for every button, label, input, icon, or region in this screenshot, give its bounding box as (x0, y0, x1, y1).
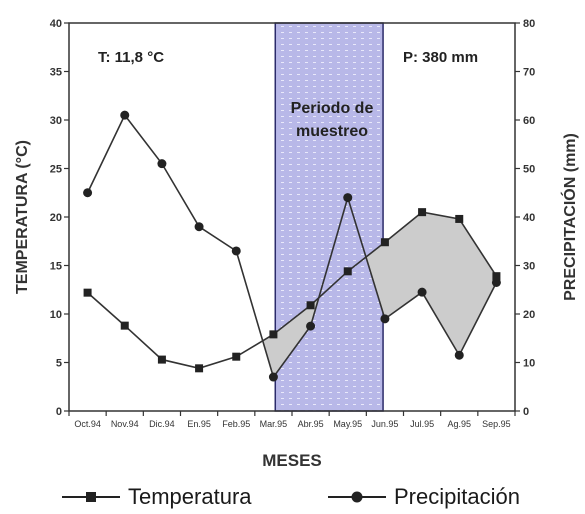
deficit-area-group (262, 212, 497, 378)
x-axis: Oct.94 Nov.94 Dic.94 En.95 Feb.95 Mar.95 Abr.9… (68, 411, 516, 429)
temperatura-point (492, 272, 501, 281)
precipitacion-point (491, 277, 501, 287)
x-tick-label: Ag.95 (447, 419, 471, 429)
temperatura-point (83, 288, 92, 297)
x-tick-label: Nov.94 (111, 419, 139, 429)
left-tick-label: 25 (50, 164, 62, 176)
right-tick-label: 80 (523, 18, 535, 30)
sampling-period-label-line2: muestreo (296, 123, 368, 140)
precipitacion-point (380, 314, 390, 324)
left-tick-label: 15 (50, 261, 62, 273)
legend: Temperatura Precipitación (60, 482, 560, 512)
x-tick-label: Dic.94 (149, 419, 175, 429)
x-tick-label: Jul.95 (410, 419, 434, 429)
precipitacion-point (194, 222, 204, 232)
temperatura-point (120, 321, 129, 330)
temperatura-point (380, 238, 389, 247)
left-tick-label: 35 (50, 67, 62, 79)
precipitacion-point (343, 193, 353, 203)
right-tick-label: 70 (523, 67, 535, 79)
temperatura-point (195, 364, 204, 373)
temperatura-point (418, 208, 427, 217)
precipitacion-line (86, 113, 498, 379)
legend-label-temperatura: Temperatura (128, 484, 252, 509)
precipitacion-point (120, 110, 130, 120)
right-axis-title: PRECIPITACIÓN (mm) (560, 133, 579, 301)
left-axis-title: TEMPERATURA (°C) (14, 140, 31, 294)
deficit-area (365, 212, 497, 356)
x-tick-label: Oct.94 (74, 419, 101, 429)
precipitacion-point (417, 287, 427, 297)
left-tick-label: 20 (50, 212, 62, 224)
legend-label-precipitacion: Precipitación (394, 484, 520, 509)
right-tick-label: 0 (523, 406, 529, 418)
left-tick-label: 40 (50, 18, 62, 30)
legend-item-temperatura: Temperatura (60, 482, 252, 512)
temperatura-point (455, 214, 464, 223)
precipitacion-point (231, 246, 241, 256)
right-tick-label: 50 (523, 164, 535, 176)
right-tick-label: 10 (523, 358, 535, 370)
temperatura-line (87, 211, 498, 370)
x-tick-label: Sep.95 (482, 419, 511, 429)
deficit-area (262, 297, 319, 378)
left-axis: 0 5 10 15 20 25 30 35 40 (50, 18, 69, 418)
x-tick-label: Feb.95 (222, 419, 250, 429)
right-axis: 0 10 20 30 40 50 60 70 80 (515, 18, 535, 418)
temperatura-point (306, 301, 315, 310)
precipitacion-point (454, 350, 464, 360)
precipitacion-point (306, 321, 316, 331)
precipitacion-point (268, 372, 278, 382)
temperatura-point (343, 267, 352, 276)
right-tick-label: 40 (523, 212, 535, 224)
legend-marker-circle (328, 491, 386, 503)
right-tick-label: 30 (523, 261, 535, 273)
series-group (83, 110, 501, 382)
right-tick-label: 20 (523, 309, 535, 321)
left-tick-label: 5 (56, 358, 62, 370)
right-tick-label: 60 (523, 115, 535, 127)
legend-item-precipitacion: Precipitación (326, 482, 520, 512)
x-tick-label: En.95 (187, 419, 211, 429)
precip-summary: P: 380 mm (403, 49, 478, 66)
temperatura-point (269, 330, 278, 339)
precipitacion-point (83, 188, 93, 198)
left-tick-label: 10 (50, 309, 62, 321)
left-tick-label: 30 (50, 115, 62, 127)
x-tick-label: Mar.95 (260, 419, 288, 429)
x-tick-label: May.95 (333, 419, 362, 429)
temp-summary: T: 11,8 °C (98, 49, 164, 66)
precipitacion-point (157, 159, 167, 169)
x-axis-title: MESES (262, 451, 322, 470)
x-tick-label: Abr.95 (298, 419, 324, 429)
temperatura-point (232, 352, 241, 361)
x-tick-label: Jun.95 (371, 419, 398, 429)
temperatura-point (157, 355, 166, 364)
sampling-period-label-line1: Periodo de (291, 100, 374, 117)
left-tick-label: 0 (56, 406, 62, 418)
legend-marker-square (62, 492, 120, 502)
